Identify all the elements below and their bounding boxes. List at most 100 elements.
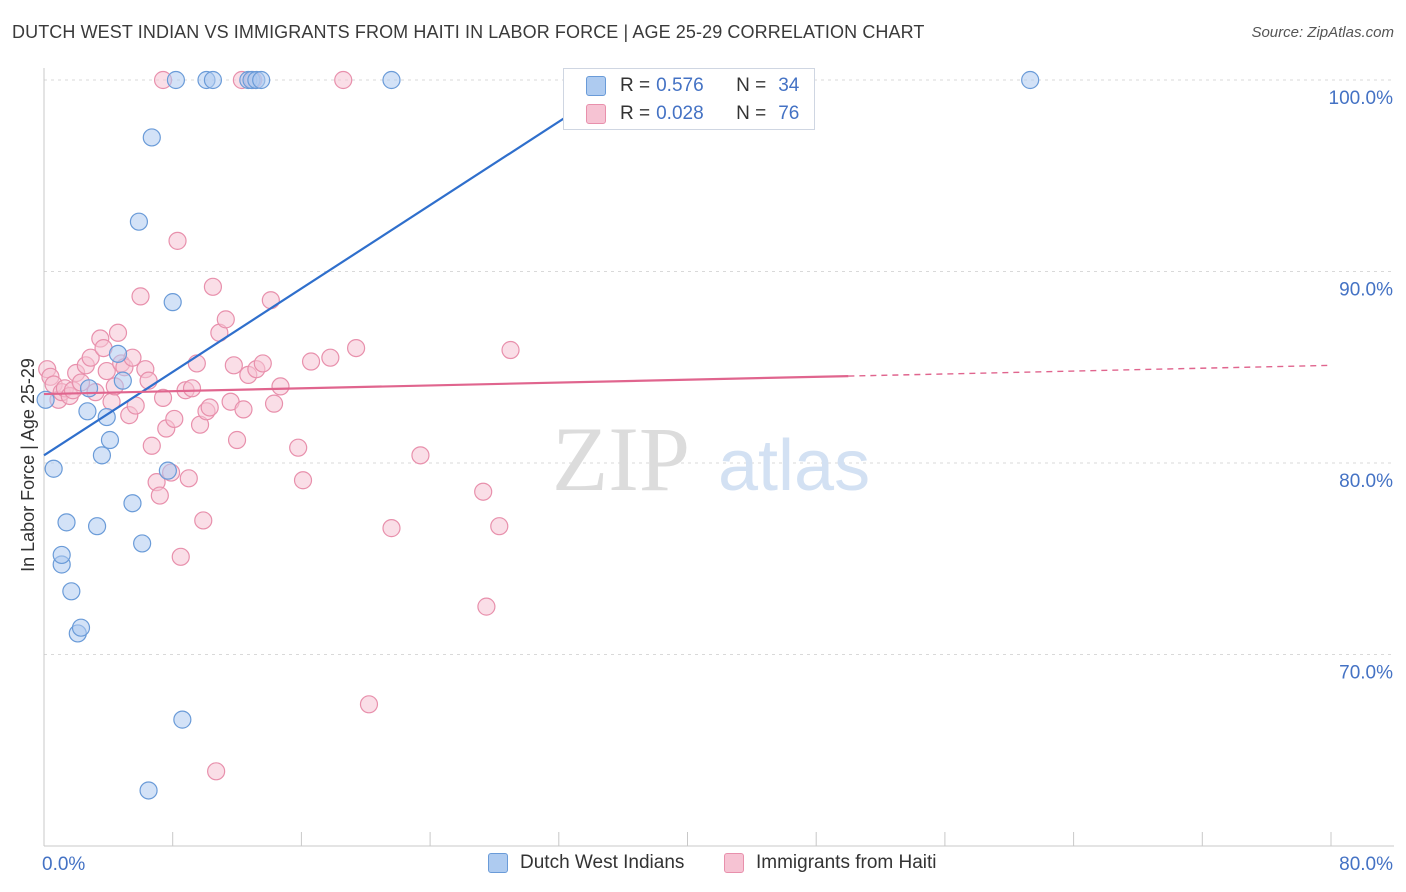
- dutch-west-indian-point: [139, 781, 158, 800]
- dutch-west-indian-point: [57, 513, 76, 532]
- axes: [43, 68, 1394, 847]
- haiti-point: [203, 277, 223, 296]
- haiti-point: [182, 379, 202, 398]
- haiti-point: [346, 339, 366, 358]
- dutch-west-indian-point: [87, 517, 107, 536]
- haiti-point: [168, 231, 187, 250]
- haiti-point: [321, 348, 340, 367]
- haiti-point: [474, 482, 493, 501]
- haiti-point: [179, 469, 198, 488]
- haiti-point: [301, 352, 321, 371]
- dutch-west-indian-point: [129, 212, 149, 231]
- haiti-point: [97, 361, 116, 381]
- correlation-legend: R = 0.576 N = 34 R = 0.028 N = 76: [563, 68, 815, 130]
- blue-swatch-icon: [488, 853, 508, 873]
- trend-line-immigrants-from-haiti-extension: [848, 364, 1332, 377]
- r-label: R =: [620, 103, 651, 124]
- legend-label: Immigrants from Haiti: [756, 852, 937, 873]
- haiti-point: [293, 471, 313, 490]
- haiti-point: [411, 446, 430, 465]
- haiti-point: [501, 340, 520, 360]
- haiti-point: [131, 287, 150, 306]
- haiti-point: [253, 354, 272, 373]
- y-tick-label: 90.0%: [1339, 280, 1393, 301]
- n-value: 76: [778, 103, 800, 124]
- dutch-west-indian-point: [62, 582, 81, 601]
- source-label: Source: ZipAtlas.com: [1251, 24, 1394, 41]
- haiti-point: [81, 348, 100, 367]
- haiti-point: [334, 70, 353, 90]
- trend-lines: [43, 79, 1332, 457]
- n-label: N =: [736, 103, 767, 124]
- dutch-west-indian-point: [158, 461, 177, 480]
- haiti-point: [142, 436, 161, 455]
- blue-swatch-icon: [586, 76, 606, 96]
- haiti-point: [150, 486, 169, 505]
- dutch-west-indian-point: [142, 128, 161, 147]
- dutch-west-indian-point: [382, 70, 401, 90]
- r-value: 0.576: [656, 75, 704, 96]
- dutch-west-indian-point: [203, 70, 223, 90]
- dutch-west-indian-point: [36, 390, 55, 409]
- haiti-point: [216, 310, 235, 329]
- dutch-west-indian-point: [123, 494, 142, 513]
- dutch-west-indian-point: [78, 402, 97, 421]
- haiti-point: [271, 377, 290, 396]
- watermark-zip: ZIP: [552, 408, 690, 510]
- dutch-west-indian-point: [133, 534, 152, 553]
- chart-title: DUTCH WEST INDIAN VS IMMIGRANTS FROM HAI…: [12, 22, 925, 42]
- tick-labels: 100.0% 90.0% 80.0% 70.0% 0.0% 80.0%: [42, 88, 1393, 875]
- legend-label: Dutch West Indians: [520, 852, 685, 873]
- haiti-point: [234, 400, 253, 419]
- dutch-west-indian-point: [92, 446, 112, 465]
- dutch-west-indian-point: [113, 371, 132, 390]
- y-tick-label: 80.0%: [1339, 471, 1393, 492]
- haiti-point: [289, 438, 308, 457]
- series-dutch-west-indians-points: [36, 70, 1040, 800]
- haiti-point: [194, 511, 213, 530]
- dutch-west-indian-point: [100, 430, 120, 450]
- legend-row-blue: R = 0.576 N = 34: [586, 72, 799, 100]
- dutch-west-indian-point: [44, 459, 63, 478]
- haiti-point: [359, 695, 379, 714]
- dutch-west-indian-point: [1021, 70, 1040, 90]
- haiti-point: [108, 323, 128, 342]
- legend-item-immigrants-from-haiti[interactable]: Immigrants from Haiti: [724, 852, 937, 874]
- haiti-point: [227, 430, 247, 450]
- y-axis-label: In Labor Force | Age 25-29: [18, 358, 38, 572]
- series-legend: Dutch West Indians Immigrants from Haiti: [0, 852, 1406, 878]
- pink-swatch-icon: [724, 853, 744, 873]
- haiti-point: [382, 519, 401, 538]
- n-label: N =: [736, 75, 767, 96]
- y-tick-label: 100.0%: [1329, 88, 1394, 109]
- haiti-point: [207, 762, 226, 781]
- dutch-west-indian-point: [252, 70, 271, 90]
- haiti-point: [490, 517, 509, 536]
- legend-row-pink: R = 0.028 N = 76: [586, 100, 799, 128]
- haiti-point: [171, 547, 190, 566]
- r-label: R =: [620, 75, 651, 96]
- x-tick-label: 80.0%: [1339, 854, 1393, 875]
- dutch-west-indian-point: [173, 710, 192, 729]
- trend-line-dutch-west-indians: [43, 79, 624, 457]
- y-tick-label: 70.0%: [1339, 663, 1393, 684]
- pink-swatch-icon: [586, 104, 606, 124]
- dutch-west-indian-point: [108, 344, 128, 363]
- dutch-west-indian-point: [52, 545, 71, 565]
- haiti-point: [261, 291, 280, 310]
- haiti-point: [477, 597, 496, 616]
- series-immigrants-from-haiti-points: [38, 70, 769, 781]
- n-value: 34: [778, 75, 800, 96]
- legend-item-dutch-west-indians[interactable]: Dutch West Indians: [488, 852, 684, 874]
- haiti-point: [165, 409, 184, 429]
- watermark-atlas: atlas: [718, 426, 870, 506]
- watermark: ZIP atlas: [552, 408, 870, 510]
- haiti-point: [153, 388, 173, 407]
- haiti-point: [224, 356, 243, 375]
- haiti-point: [200, 398, 219, 417]
- dutch-west-indian-point: [71, 618, 91, 637]
- r-value: 0.028: [656, 103, 704, 124]
- dutch-west-indian-point: [166, 70, 186, 90]
- trend-line-immigrants-from-haiti: [43, 375, 849, 396]
